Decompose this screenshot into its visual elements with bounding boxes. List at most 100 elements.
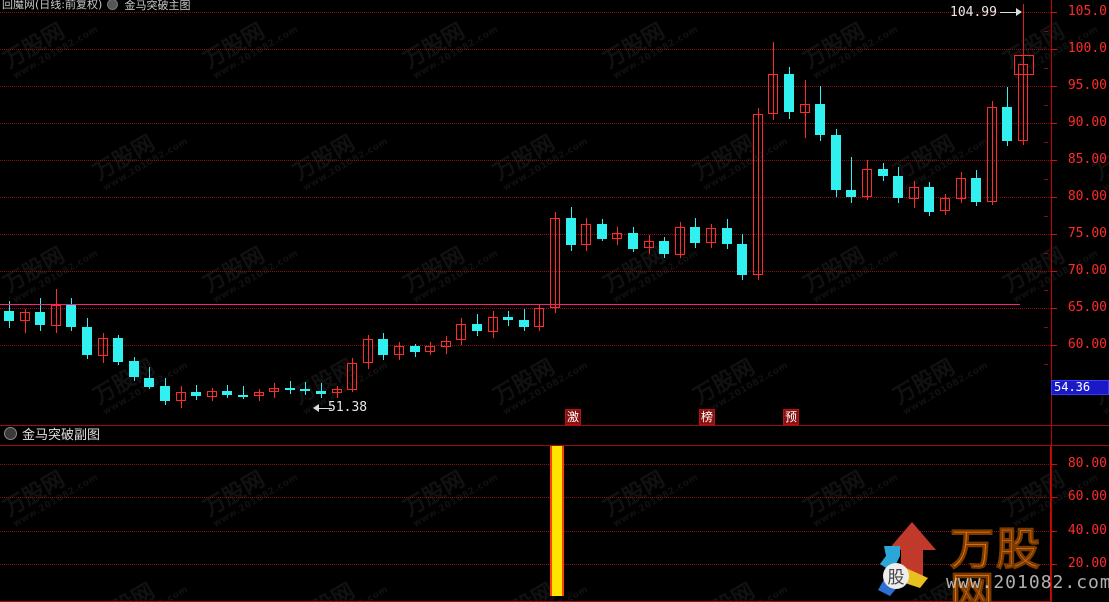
candle-body[interactable]: [987, 107, 997, 202]
candle-body[interactable]: [472, 324, 482, 331]
candle-body[interactable]: [612, 233, 622, 239]
candle-body[interactable]: [238, 395, 248, 397]
candle-body[interactable]: [768, 74, 778, 114]
candle-body[interactable]: [784, 74, 794, 112]
current-price-tag[interactable]: 54.36: [1051, 380, 1109, 395]
candle-body[interactable]: [581, 224, 591, 245]
indicator-toggle-icon[interactable]: [107, 0, 118, 10]
logo-name: 万股网: [950, 524, 1042, 602]
candle-body[interactable]: [862, 169, 872, 197]
candle-body[interactable]: [566, 218, 576, 245]
candle-body[interactable]: [316, 391, 326, 394]
high-annotation-label: 104.99: [950, 5, 997, 20]
candle-body[interactable]: [690, 227, 700, 243]
signal-marker[interactable]: 激: [565, 409, 581, 425]
candle-body[interactable]: [363, 339, 373, 363]
candle-body[interactable]: [176, 392, 186, 401]
signal-bar[interactable]: [550, 446, 564, 596]
candle-body[interactable]: [737, 244, 747, 275]
candle-body[interactable]: [1002, 107, 1012, 141]
candle-body[interactable]: [519, 320, 529, 327]
candle-body[interactable]: [410, 346, 420, 352]
candle-wick: [493, 311, 494, 338]
candle-body[interactable]: [425, 346, 435, 352]
candle-body[interactable]: [893, 176, 903, 198]
last-candle-highlight-box[interactable]: [1014, 55, 1034, 75]
candle-body[interactable]: [659, 241, 669, 254]
candle-body[interactable]: [51, 305, 61, 326]
candle-body[interactable]: [878, 169, 888, 176]
candle-body[interactable]: [254, 392, 264, 396]
candle-body[interactable]: [846, 190, 856, 197]
high-annotation-connector: [1023, 4, 1024, 56]
candle-body[interactable]: [753, 114, 763, 275]
candle-body[interactable]: [20, 312, 30, 321]
logo-url: www.201082.com: [946, 572, 1109, 593]
subpane-toggle-icon[interactable]: [4, 427, 17, 440]
high-annotation-arrow-head-icon: [1016, 8, 1022, 16]
candle-body[interactable]: [269, 388, 279, 392]
price-axis-tick: [1051, 271, 1057, 272]
candle-body[interactable]: [4, 311, 14, 321]
low-annotation-arrow-head-icon: [313, 404, 319, 412]
gridline: [0, 123, 1051, 124]
candle-body[interactable]: [1018, 64, 1028, 141]
candle-body[interactable]: [160, 386, 170, 401]
candle-body[interactable]: [831, 135, 841, 190]
candle-body[interactable]: [815, 104, 825, 135]
main-chart-pane[interactable]: 104.99 51.38 激 榜 预: [0, 0, 1051, 425]
high-annotation-arrow-line: [1000, 12, 1018, 13]
candle-body[interactable]: [488, 317, 498, 332]
candle-body[interactable]: [113, 338, 123, 362]
pane-separator-bottom: [0, 445, 1109, 446]
candle-body[interactable]: [66, 305, 76, 327]
candle-body[interactable]: [394, 346, 404, 355]
candle-body[interactable]: [82, 327, 92, 355]
resistance-line[interactable]: [0, 304, 1020, 305]
candle-body[interactable]: [971, 178, 981, 202]
price-axis[interactable]: 105.0 100.0 95.00 90.00 85.00 80.00 75.00 70.00…: [1044, 0, 1109, 602]
candle-wick: [368, 335, 369, 369]
candle-body[interactable]: [207, 391, 217, 397]
candle-body[interactable]: [924, 187, 934, 212]
signal-marker[interactable]: 预: [783, 409, 799, 425]
candle-body[interactable]: [628, 233, 638, 249]
candle-body[interactable]: [456, 324, 466, 340]
candle-body[interactable]: [940, 198, 950, 211]
price-axis-minor-tick: [1044, 105, 1048, 106]
logo-arrows-icon: 股: [878, 522, 936, 596]
candle-body[interactable]: [722, 228, 732, 244]
price-axis-minor-tick: [1044, 253, 1048, 254]
price-axis-label: 65.00: [1067, 300, 1107, 315]
candle-wick: [446, 336, 447, 354]
candle-wick: [680, 222, 681, 258]
candle-body[interactable]: [441, 341, 451, 347]
candle-body[interactable]: [222, 391, 232, 395]
candle-body[interactable]: [675, 227, 685, 255]
candle-body[interactable]: [129, 361, 139, 377]
candle-body[interactable]: [534, 308, 544, 327]
site-logo: 股 万股网 www.201082.com: [866, 520, 1109, 602]
candle-body[interactable]: [800, 104, 810, 113]
candle-body[interactable]: [378, 339, 388, 355]
candle-body[interactable]: [191, 392, 201, 396]
candle-body[interactable]: [597, 224, 607, 239]
sub-axis-label: 20.00: [1067, 556, 1107, 571]
signal-marker[interactable]: 榜: [699, 409, 715, 425]
candle-body[interactable]: [347, 363, 357, 390]
candle-body[interactable]: [285, 388, 295, 390]
candle-body[interactable]: [144, 378, 154, 387]
candle-body[interactable]: [503, 317, 513, 320]
candle-body[interactable]: [644, 241, 654, 248]
candle-body[interactable]: [956, 178, 966, 199]
candle-body[interactable]: [300, 389, 310, 391]
candle-body[interactable]: [706, 228, 716, 243]
candle-body[interactable]: [98, 338, 108, 356]
price-axis-tick: [1051, 123, 1057, 124]
candle-body[interactable]: [909, 187, 919, 199]
candle-body[interactable]: [332, 389, 342, 393]
sub-axis-label: 80.00: [1067, 456, 1107, 471]
candle-body[interactable]: [35, 312, 45, 325]
candle-body[interactable]: [550, 218, 560, 308]
candle-wick: [25, 309, 26, 333]
